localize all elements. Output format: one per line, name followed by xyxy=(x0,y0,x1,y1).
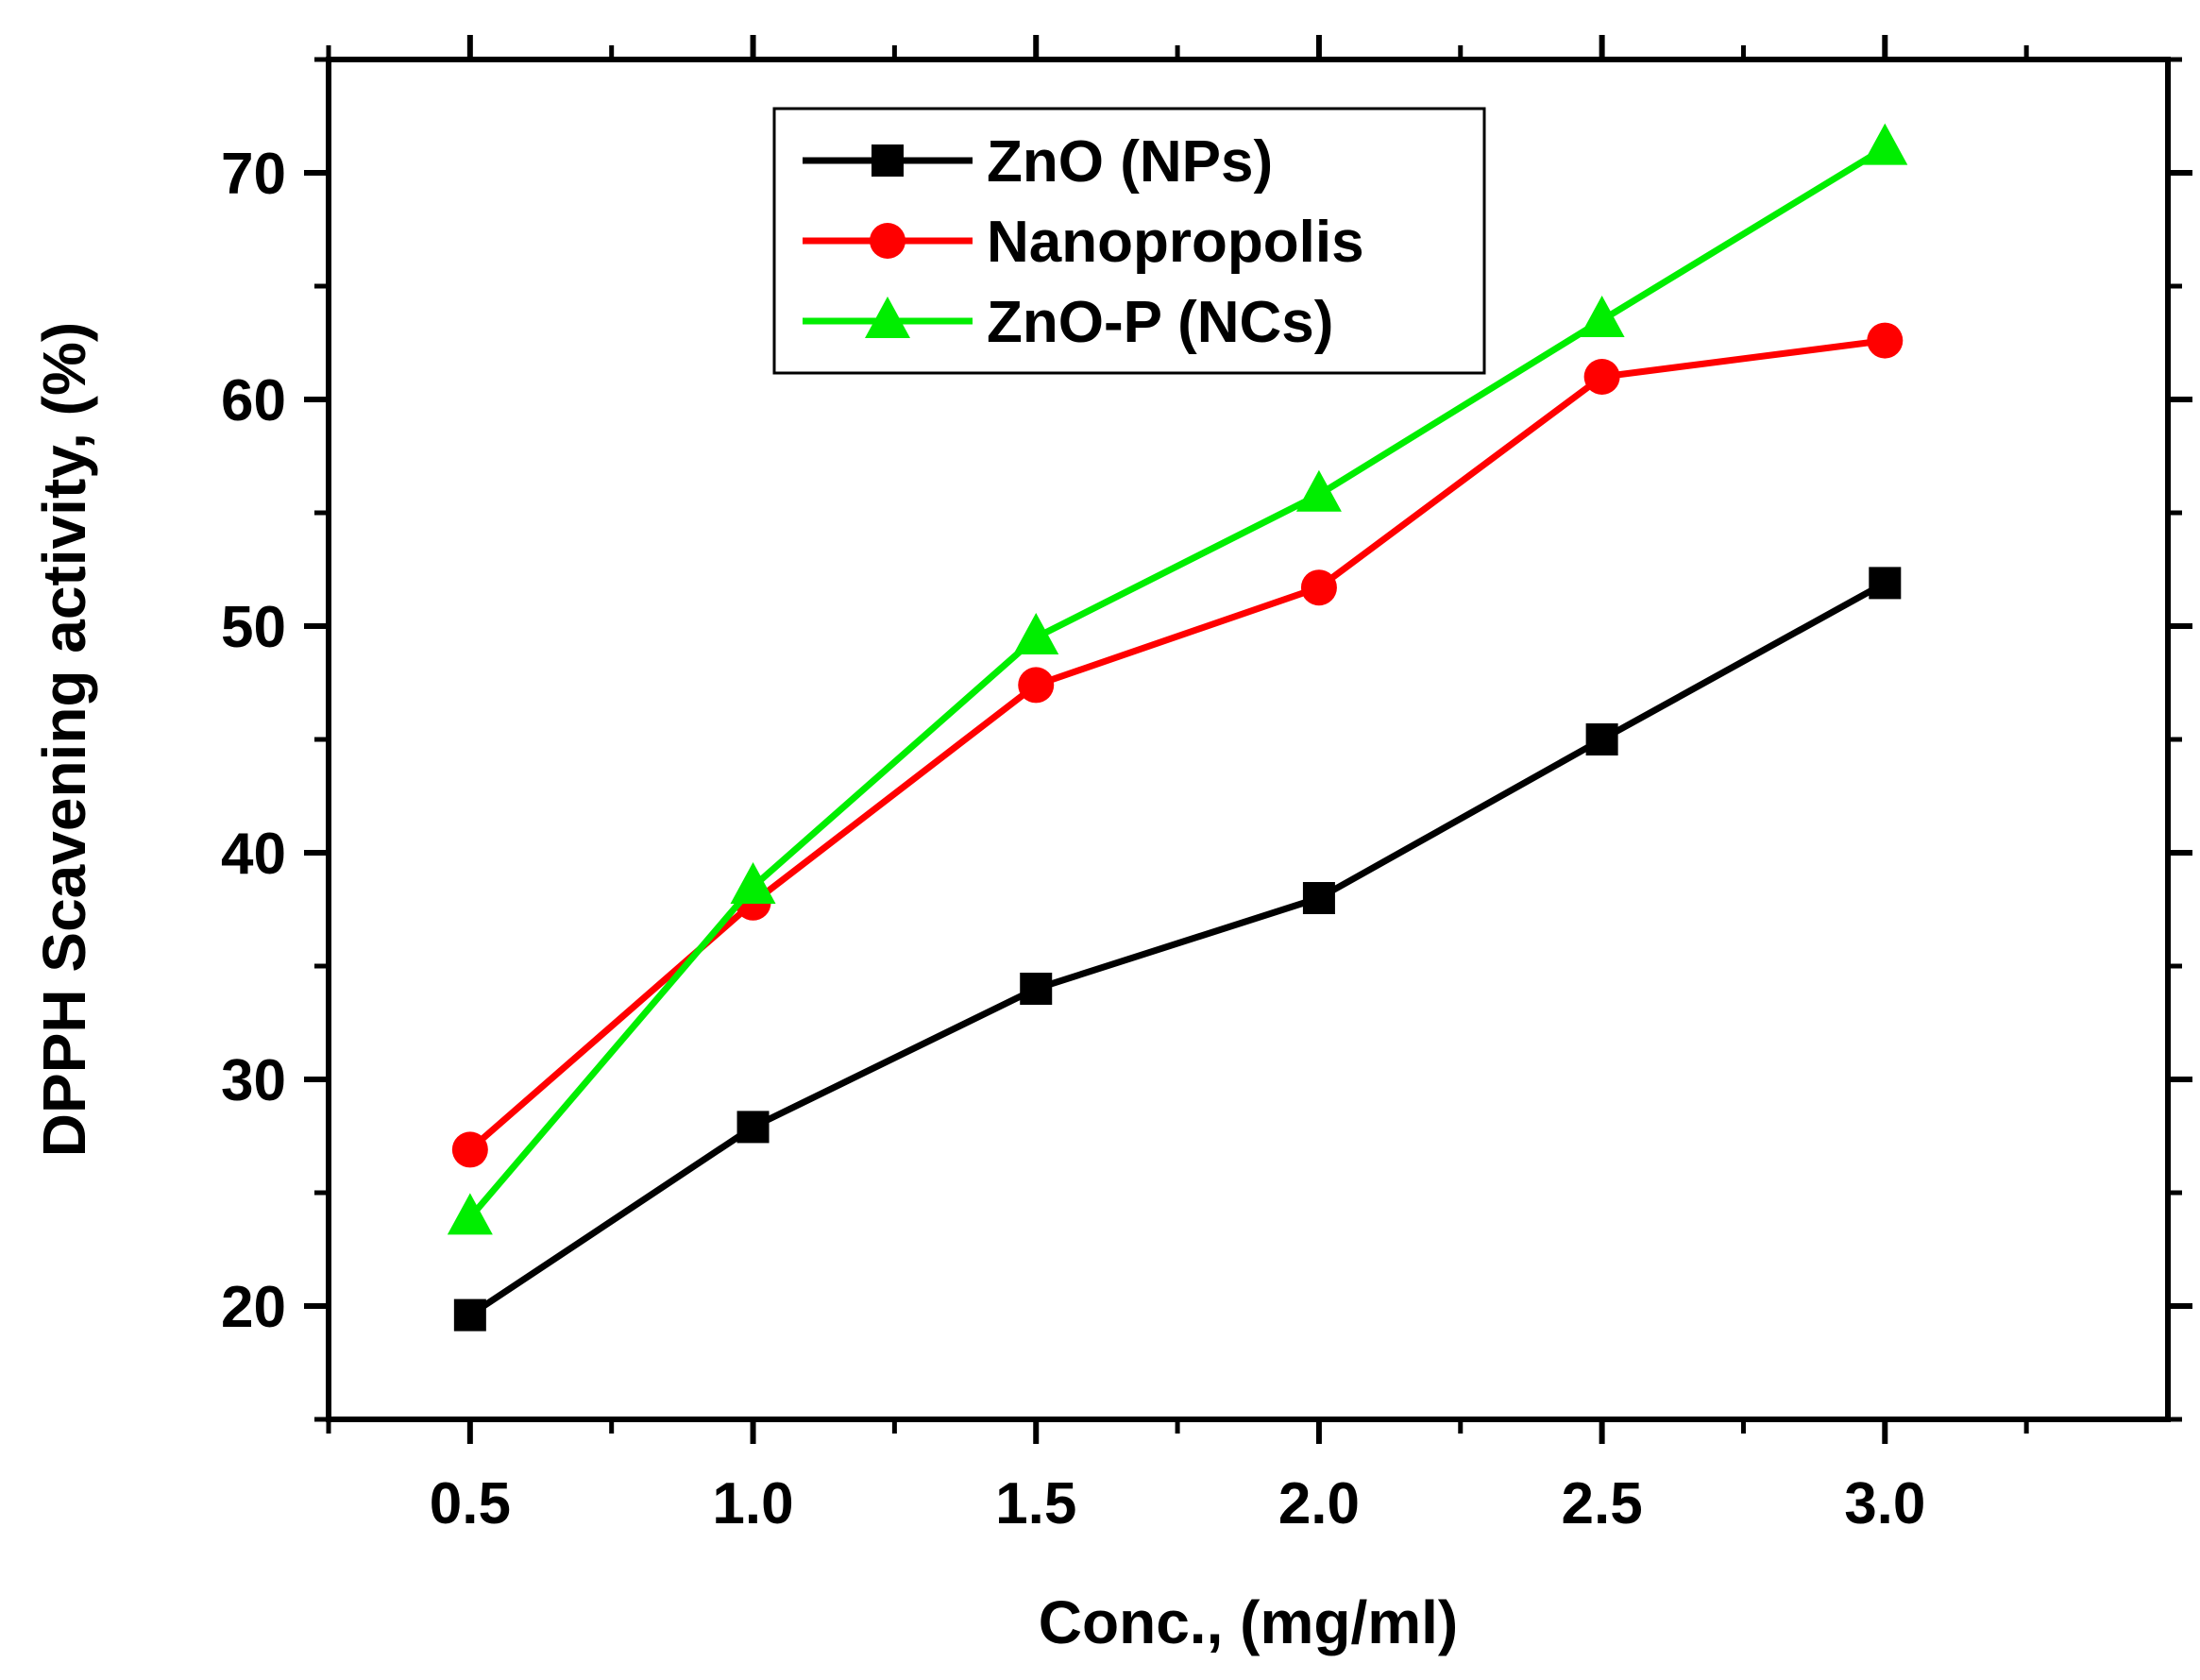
x-axis-title: Conc., (mg/ml) xyxy=(1039,1588,1458,1656)
data-point xyxy=(1867,322,1904,359)
data-point xyxy=(447,1193,493,1235)
data-point xyxy=(1583,359,1620,395)
series-nanopropolis xyxy=(451,322,1904,1168)
y-tick-label: 50 xyxy=(221,595,286,660)
x-tick-label: 2.0 xyxy=(1278,1471,1360,1536)
legend-item: ZnO (NPs) xyxy=(803,129,1273,195)
data-point xyxy=(1020,973,1053,1005)
data-point xyxy=(1300,569,1337,606)
y-axis-title: DPPH Scavening activity, (%) xyxy=(30,322,98,1157)
data-point xyxy=(1302,882,1335,914)
legend-label: Nanopropolis xyxy=(987,210,1364,275)
data-point xyxy=(453,1298,486,1332)
y-tick-label: 70 xyxy=(221,142,286,207)
y-tick-label: 30 xyxy=(221,1048,286,1113)
x-tick-label: 3.0 xyxy=(1844,1471,1925,1536)
y-tick-label: 60 xyxy=(221,368,286,433)
legend-item: Nanopropolis xyxy=(803,210,1364,275)
data-point xyxy=(451,1131,488,1168)
data-point xyxy=(1579,296,1625,337)
data-point xyxy=(736,1111,770,1144)
data-point xyxy=(1862,123,1908,165)
y-tick-label: 40 xyxy=(221,822,286,887)
data-point xyxy=(1013,613,1059,654)
data-point xyxy=(1018,667,1055,704)
data-point xyxy=(730,862,776,904)
x-tick-label: 1.0 xyxy=(712,1471,793,1536)
x-tick-label: 2.5 xyxy=(1562,1471,1643,1536)
legend-label: ZnO-P (NCs) xyxy=(987,290,1333,355)
legend-label: ZnO (NPs) xyxy=(987,129,1273,195)
legend-marker xyxy=(872,144,904,177)
series-zno-nps xyxy=(453,567,1902,1332)
series-zno-p-ncs xyxy=(447,123,1908,1235)
data-point xyxy=(1869,567,1902,600)
legend-marker xyxy=(870,223,905,259)
legend-item: ZnO-P (NCs) xyxy=(803,290,1333,355)
series-line xyxy=(467,580,1887,1318)
series-line xyxy=(467,144,1887,1220)
series-line xyxy=(467,337,1886,1153)
data-point xyxy=(1585,723,1618,755)
legend-marker xyxy=(865,297,910,338)
y-tick-label: 20 xyxy=(221,1275,286,1340)
x-tick-label: 0.5 xyxy=(430,1471,511,1536)
data-point xyxy=(1295,469,1342,512)
x-tick-label: 1.5 xyxy=(995,1471,1076,1536)
